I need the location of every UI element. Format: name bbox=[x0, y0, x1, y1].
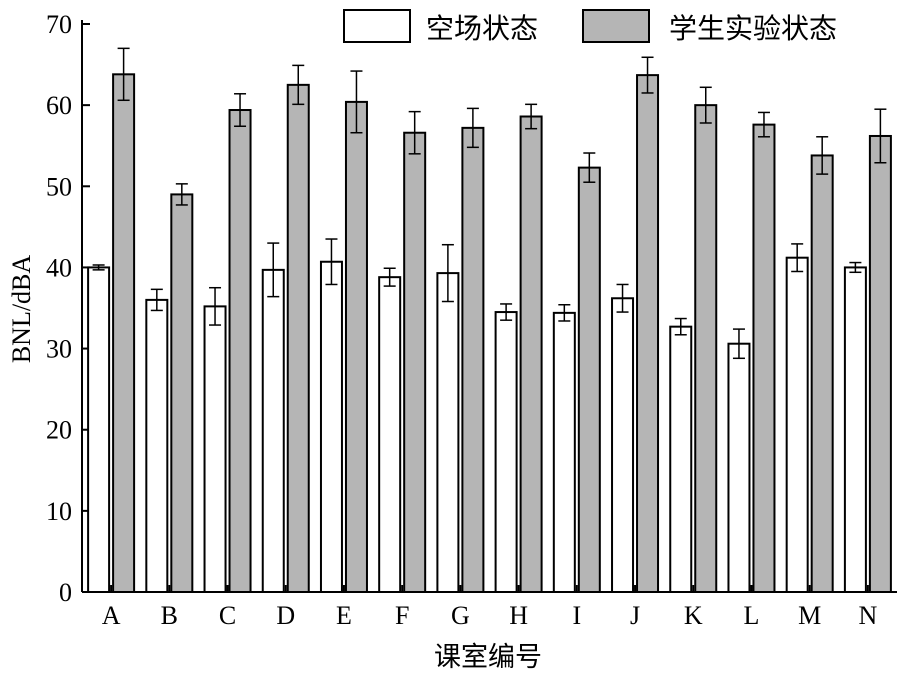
y-tick-label: 20 bbox=[46, 416, 72, 445]
x-tick-label: A bbox=[102, 601, 121, 630]
bar-empty-H bbox=[494, 311, 518, 593]
x-tick-label: K bbox=[684, 601, 703, 630]
bar-students-B bbox=[170, 193, 194, 593]
bar-students-A bbox=[112, 73, 136, 593]
x-tick-label: B bbox=[161, 601, 178, 630]
y-tick-label: 70 bbox=[46, 10, 72, 39]
bar-empty-E bbox=[319, 260, 343, 593]
x-tick-label: I bbox=[572, 601, 581, 630]
x-tick-label: F bbox=[395, 601, 409, 630]
bar-students-G bbox=[461, 126, 485, 593]
x-tick-label: J bbox=[630, 601, 640, 630]
bar-students-L bbox=[752, 123, 776, 593]
bar-empty-A bbox=[87, 266, 111, 593]
bar-students-D bbox=[286, 83, 310, 593]
x-axis-label: 课室编号 bbox=[434, 642, 542, 673]
legend: 空场状态 学生实验状态 bbox=[343, 9, 837, 45]
bars bbox=[87, 47, 892, 594]
bar-empty-L bbox=[727, 342, 751, 593]
legend-label-students: 学生实验状态 bbox=[669, 12, 837, 45]
bar-students-F bbox=[403, 131, 427, 594]
legend-swatch-students bbox=[582, 9, 650, 43]
y-tick-label: 30 bbox=[46, 335, 72, 364]
x-tick-label: G bbox=[451, 601, 470, 630]
bar-students-H bbox=[519, 115, 543, 593]
bar-empty-J bbox=[611, 297, 635, 593]
bar-empty-F bbox=[378, 276, 402, 593]
legend-label-empty: 空场状态 bbox=[426, 12, 538, 45]
x-tick-label: D bbox=[276, 601, 295, 630]
bar-empty-D bbox=[261, 268, 285, 593]
x-tick-label: N bbox=[859, 601, 878, 630]
legend-swatch-empty bbox=[343, 9, 411, 43]
bar-empty-N bbox=[843, 266, 867, 593]
x-tick-label: M bbox=[798, 601, 821, 630]
bar-empty-C bbox=[203, 305, 227, 593]
x-tick-label: L bbox=[744, 601, 760, 630]
tick-labels: 0 10 20 30 40 50 60 70 A B C D E F G H I J K L M N bbox=[46, 10, 878, 630]
bar-students-M bbox=[810, 154, 834, 594]
bar-empty-G bbox=[436, 272, 460, 593]
x-tick-label: C bbox=[219, 601, 236, 630]
bar-empty-M bbox=[785, 256, 809, 593]
y-tick-label: 50 bbox=[46, 172, 72, 201]
x-tick-label: E bbox=[336, 601, 352, 630]
bar-students-J bbox=[636, 74, 660, 594]
bar-empty-I bbox=[552, 311, 576, 593]
y-axis-label: BNL/dBA bbox=[7, 255, 36, 364]
bar-students-K bbox=[694, 104, 718, 594]
bar-students-C bbox=[228, 109, 252, 594]
bar-empty-B bbox=[145, 298, 169, 593]
y-tick-label: 60 bbox=[46, 91, 72, 120]
bar-empty-K bbox=[669, 325, 693, 593]
y-tick-label: 40 bbox=[46, 253, 72, 282]
y-tick-label: 0 bbox=[59, 578, 72, 607]
bar-students-N bbox=[868, 134, 892, 593]
x-tick-label: H bbox=[509, 601, 528, 630]
y-tick-label: 10 bbox=[46, 497, 72, 526]
bar-students-E bbox=[344, 100, 368, 593]
bar-students-I bbox=[577, 166, 601, 593]
